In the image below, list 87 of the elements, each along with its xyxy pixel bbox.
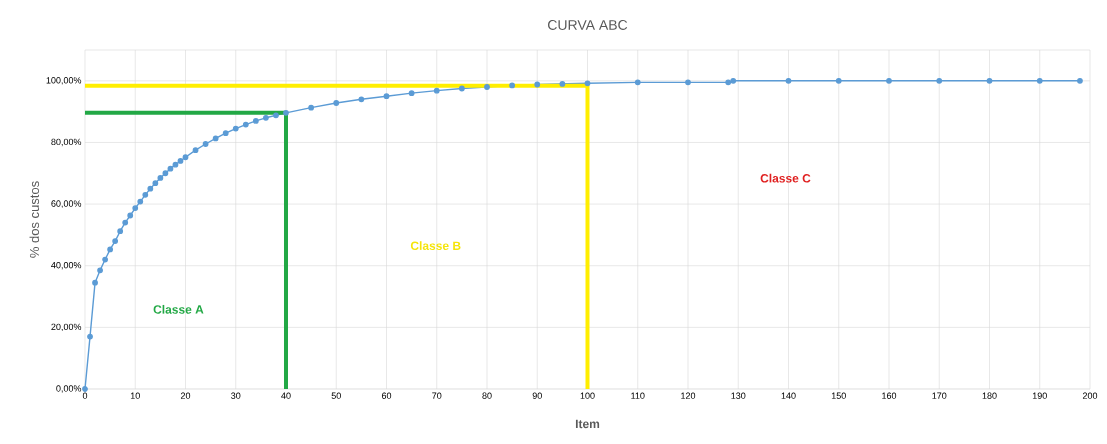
x-tick-label: 10	[130, 392, 140, 399]
point	[97, 267, 103, 274]
annotation: Classe B	[410, 241, 461, 250]
chart-title: CURVA ABC	[548, 20, 628, 30]
point	[458, 85, 465, 92]
x-tick-label: 30	[231, 392, 241, 399]
point	[137, 198, 144, 205]
x-tick-label: 130	[731, 392, 746, 399]
point	[107, 246, 114, 253]
point	[433, 87, 440, 94]
point	[308, 104, 315, 111]
point	[730, 77, 737, 84]
point	[273, 112, 279, 119]
x-tick-label: 20	[180, 392, 191, 399]
point	[886, 77, 892, 84]
point	[785, 77, 792, 84]
x-tick-label: 160	[882, 392, 897, 399]
y-tick-label: 40,00%	[51, 262, 82, 270]
point	[87, 333, 93, 340]
point	[162, 170, 169, 177]
x-axis-title: Item	[575, 419, 600, 429]
point	[222, 130, 229, 137]
x-tick-label: 170	[932, 392, 947, 399]
point	[122, 219, 129, 226]
x-tick-label: 140	[781, 392, 796, 399]
x-tick-label: 70	[432, 392, 442, 399]
point	[232, 125, 239, 132]
point	[92, 279, 98, 286]
x-tick-label: 110	[631, 392, 645, 399]
y-tick-label: 0,00%	[56, 385, 82, 393]
y-tick-label: 80,00%	[51, 138, 82, 147]
x-tick-label: 180	[982, 392, 997, 399]
point	[82, 386, 88, 392]
point	[132, 205, 139, 211]
point	[117, 228, 124, 235]
point	[534, 81, 541, 88]
point	[142, 191, 149, 198]
annotation: Classe A	[153, 304, 204, 314]
point	[835, 77, 842, 84]
point	[509, 82, 516, 89]
x-tick-label: 120	[681, 392, 696, 399]
point	[634, 79, 641, 86]
point	[408, 90, 415, 97]
point	[283, 109, 289, 116]
point	[559, 81, 566, 87]
point	[333, 100, 340, 106]
point	[484, 84, 490, 90]
point	[584, 80, 591, 87]
y-tick-label: 100,00%	[46, 77, 82, 85]
point	[685, 79, 691, 86]
point	[358, 96, 365, 103]
x-tick-label: 150	[831, 392, 846, 399]
x-tick-label: 200	[1082, 392, 1098, 399]
point	[102, 256, 108, 263]
x-tick-label: 50	[331, 392, 341, 399]
x-tick-label: 100	[580, 392, 595, 399]
point	[242, 121, 249, 128]
point	[167, 165, 174, 172]
point	[383, 93, 390, 100]
point	[177, 158, 184, 164]
point	[212, 135, 219, 142]
x-tick-label: 80	[482, 392, 492, 399]
annotation: Classe C	[760, 173, 811, 183]
point	[936, 77, 943, 84]
x-tick-label: 190	[1032, 392, 1047, 399]
point	[172, 161, 179, 168]
point	[127, 212, 134, 219]
point	[263, 114, 269, 121]
y-tick-label: 60,00%	[51, 200, 82, 208]
x-tick-label: 90	[532, 392, 542, 399]
point	[112, 238, 119, 244]
x-tick-label: 60	[381, 392, 392, 399]
point	[192, 147, 199, 154]
y-tick-label: 20,00%	[51, 323, 82, 332]
point	[1036, 77, 1043, 84]
x-tick-label: 0	[82, 392, 88, 399]
point	[147, 185, 154, 192]
point	[725, 79, 732, 86]
point	[986, 77, 993, 84]
point	[1077, 77, 1083, 84]
x-tick-label: 40	[281, 392, 291, 399]
point	[182, 154, 189, 161]
point	[252, 117, 259, 124]
point	[152, 180, 159, 187]
point	[202, 141, 209, 147]
y-axis-title: % dos custos	[29, 181, 40, 258]
point	[157, 174, 164, 181]
